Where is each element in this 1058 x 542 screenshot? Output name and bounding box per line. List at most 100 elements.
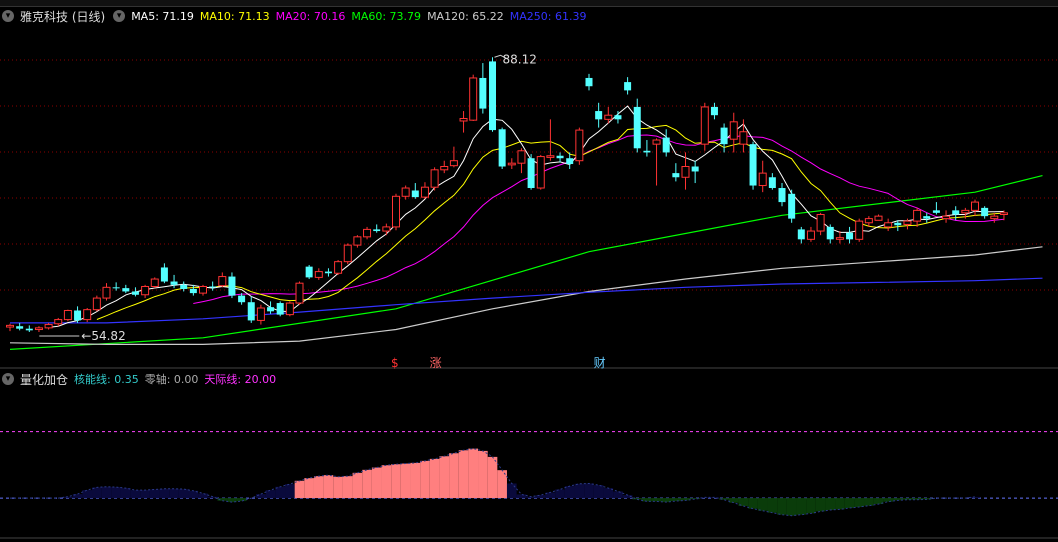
indicator-bar (227, 498, 237, 503)
indicator-bar (111, 487, 121, 499)
indicator-bar (825, 498, 836, 511)
indicator-bar (622, 495, 633, 499)
indicator-bar (757, 498, 768, 511)
candle-body (305, 266, 313, 278)
candle-body (276, 303, 284, 315)
candle (141, 284, 150, 299)
candle-body (189, 288, 197, 294)
candle (768, 173, 776, 190)
indicator-bar (642, 498, 652, 502)
candle-body (324, 271, 332, 274)
candle (624, 77, 632, 95)
candle-body (595, 111, 603, 120)
candle (54, 317, 63, 327)
candle-body (652, 139, 661, 145)
indicator-bar (92, 487, 102, 499)
indicator-bar (487, 456, 498, 499)
candle (788, 189, 796, 223)
indicator-bar (892, 498, 903, 501)
candle-body (489, 61, 496, 131)
candle-body (16, 326, 24, 329)
candle (479, 63, 487, 114)
candle-body (34, 327, 43, 331)
indicator-bar (690, 498, 700, 500)
indicator-bar (535, 495, 546, 499)
candle-body (797, 229, 805, 240)
candle (131, 287, 139, 297)
candle (150, 277, 159, 289)
candle-body (662, 137, 670, 153)
candle (189, 284, 197, 296)
candle (363, 226, 372, 240)
candle-body (932, 210, 940, 213)
indicator-bar (294, 480, 305, 499)
candle-body (353, 236, 362, 246)
ma-settings-icon[interactable]: ▾ (113, 10, 126, 22)
candle-body (92, 297, 101, 311)
indicator-bar (777, 498, 787, 515)
high-pointer (494, 54, 509, 60)
chevron-down-icon[interactable]: ▾ (2, 10, 14, 22)
chevron-down-icon[interactable]: ▾ (2, 373, 14, 385)
candle-body (739, 131, 748, 145)
indicator-bar (912, 498, 922, 500)
candle-body (334, 261, 343, 274)
candle-body (247, 302, 255, 321)
candle-body (6, 324, 14, 328)
candle (614, 111, 622, 124)
candle-body (700, 106, 709, 145)
candle (343, 243, 352, 265)
indicator-panel (0, 431, 1058, 517)
event-markers: $ 涨 财 (391, 355, 606, 370)
ma5-line (48, 105, 1005, 328)
candle (990, 212, 999, 223)
candle (546, 119, 555, 161)
indicator-bar (410, 462, 421, 499)
indicator-bar (82, 490, 93, 499)
candle (758, 160, 767, 193)
indicator-bar (169, 488, 179, 499)
indicator-bar (902, 498, 913, 500)
candle (92, 295, 101, 312)
candle (122, 284, 130, 294)
candle (816, 212, 825, 236)
candle (285, 301, 294, 317)
candle-body (238, 295, 246, 303)
core-line-label: 核能线: 0.35 (74, 373, 139, 386)
candle (999, 210, 1008, 221)
candle-body (835, 237, 844, 240)
chart-header: ▾ 雅克科技 (日线) ▾ MA5: 71.19 MA10: 71.13 MA2… (0, 7, 1058, 25)
ma60-line (9, 175, 1043, 350)
ma60-label: MA60: 73.79 (351, 9, 422, 23)
candle (835, 231, 844, 244)
candle (575, 127, 584, 165)
candle (449, 146, 458, 168)
candle-body (285, 302, 294, 316)
ma20-label: MA20: 70.16 (275, 9, 346, 23)
candle-body (672, 173, 680, 178)
candle-body (343, 244, 352, 263)
ma10-label: MA10: 71.13 (199, 9, 270, 23)
indicator-bar (873, 498, 884, 505)
indicator-bar (265, 490, 276, 499)
candle-body (479, 77, 487, 109)
candle-body (54, 319, 63, 325)
candle-body (806, 230, 815, 240)
candle (420, 182, 429, 199)
candle (74, 306, 82, 323)
candle (267, 301, 275, 314)
indicator-bar (140, 490, 150, 499)
indicator-bar (313, 476, 324, 499)
candle (729, 112, 738, 153)
indicator-bar (130, 490, 141, 499)
candle (507, 158, 516, 169)
candle-body (855, 220, 864, 240)
indicator-bar (236, 498, 247, 502)
candle (498, 127, 506, 169)
indicator-bar (391, 464, 401, 499)
indicator-bar (970, 496, 980, 499)
low-price-label: ←54.82 (81, 329, 125, 343)
candle-body (228, 276, 236, 296)
candle (855, 218, 864, 242)
indicator-bar (680, 498, 691, 501)
